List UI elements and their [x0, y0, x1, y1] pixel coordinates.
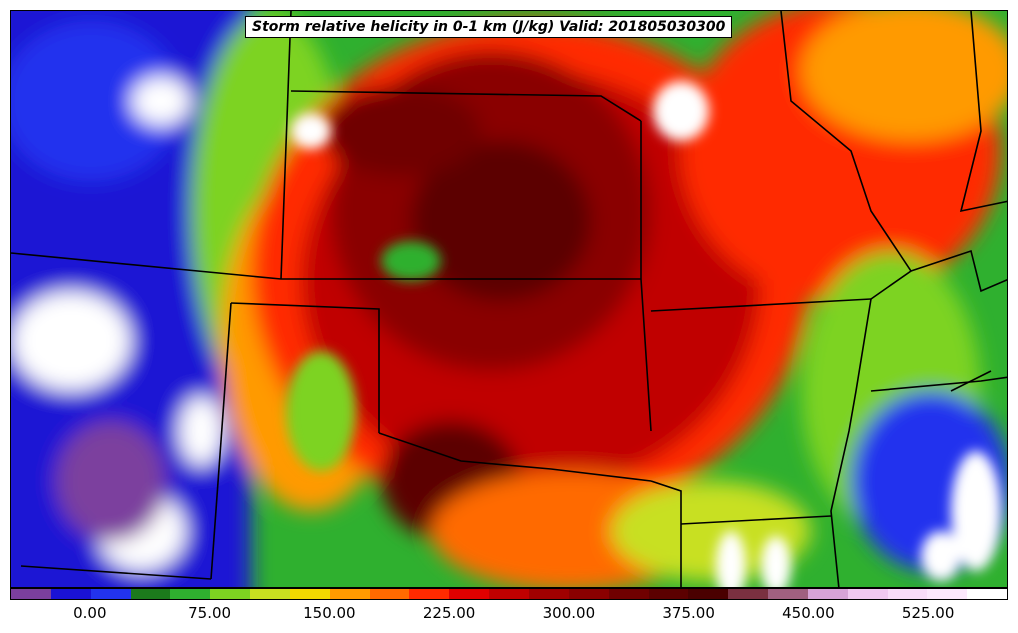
colorbar-segment: [50, 589, 91, 599]
colorbar-segment: [847, 589, 888, 599]
colorbar-segment: [768, 589, 808, 599]
colorbar-tick-label: 450.00: [782, 604, 835, 622]
colorbar-labels: 0.00 75.00 150.00 225.00 300.00 375.00 450.00 5…: [10, 604, 1008, 624]
colorbar-segment: [90, 589, 131, 599]
colorbar-segment: [369, 589, 410, 599]
colorbar-tick-label: 225.00: [422, 604, 476, 622]
colorbar-tick-label: 525.00: [901, 604, 955, 622]
colorbar-segment: [170, 589, 211, 599]
helicity-map: [10, 10, 1008, 588]
helicity-field: [11, 11, 1007, 587]
colorbar-segment: [807, 589, 848, 599]
colorbar-segment: [568, 589, 609, 599]
colorbar-segment: [927, 589, 968, 599]
colorbar-segment: [210, 589, 251, 599]
state-boundaries: [11, 11, 1007, 587]
colorbar-tick-label: 75.00: [188, 604, 232, 622]
colorbar-segment: [329, 589, 370, 599]
colorbar-segment: [528, 589, 569, 599]
colorbar-segment: [608, 589, 649, 599]
colorbar: [10, 588, 1008, 600]
colorbar-tick-label: 150.00: [303, 604, 356, 622]
colorbar-segment: [289, 589, 330, 599]
colorbar-tick-label: 375.00: [662, 604, 715, 622]
colorbar-tick-label: 300.00: [542, 604, 596, 622]
colorbar-segment: [967, 589, 1008, 599]
colorbar-segment: [250, 589, 290, 599]
colorbar-segment: [648, 589, 689, 599]
colorbar-segment: [728, 589, 769, 599]
colorbar-segment: [409, 589, 450, 599]
colorbar-segment: [449, 589, 490, 599]
map-title: Storm relative helicity in 0-1 km (J/kg)…: [245, 16, 733, 38]
colorbar-segment: [11, 589, 51, 599]
colorbar-segment: [688, 589, 729, 599]
colorbar-tick-label: 0.00: [73, 604, 107, 622]
colorbar-segment: [489, 589, 529, 599]
colorbar-segment: [130, 589, 171, 599]
colorbar-segment: [887, 589, 928, 599]
